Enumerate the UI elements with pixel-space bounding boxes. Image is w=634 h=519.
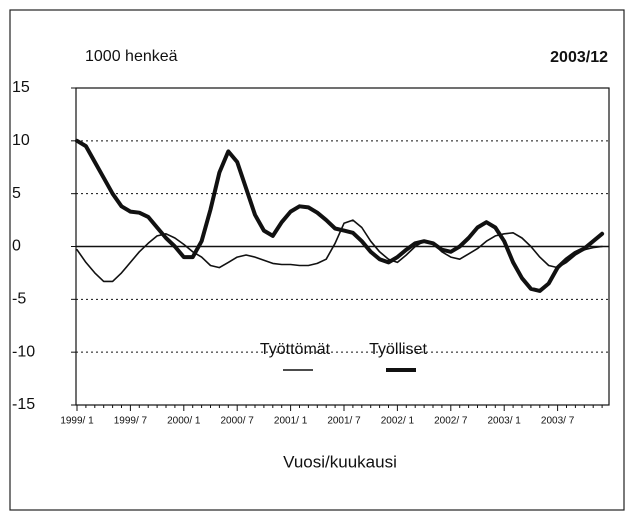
frame: [9, 9, 625, 511]
x-tick-label: 1999/ 7: [114, 416, 148, 427]
y-tick-label: 0: [12, 238, 21, 255]
legend-label: Työlliset: [369, 341, 427, 358]
legend-label: Työttömät: [260, 341, 331, 358]
x-tick-label: 2001/ 1: [274, 416, 308, 427]
y-tick-label: 10: [12, 132, 30, 149]
x-tick-label: 2002/ 1: [381, 416, 415, 427]
y-axis-label: 1000 henkeä: [85, 48, 178, 65]
y-tick-label: 5: [12, 185, 21, 202]
chart-title: 2003/12: [550, 49, 608, 66]
y-tick-label: -5: [12, 291, 26, 308]
y-tick-label: -15: [12, 396, 35, 413]
x-tick-label: 1999/ 1: [60, 416, 94, 427]
x-tick-label: 2003/ 7: [541, 416, 575, 427]
x-tick-label: 2000/ 1: [167, 416, 201, 427]
x-tick-label: 2001/ 7: [327, 416, 361, 427]
x-tick-label: 2000/ 7: [221, 416, 255, 427]
y-tick-label: 15: [12, 79, 30, 96]
y-tick-label: -10: [12, 343, 35, 360]
x-axis-label: Vuosi/kuukausi: [283, 452, 397, 471]
series-line: [75, 138, 605, 293]
x-tick-label: 2003/ 1: [488, 416, 522, 427]
x-tick-label: 2002/ 7: [434, 416, 468, 427]
